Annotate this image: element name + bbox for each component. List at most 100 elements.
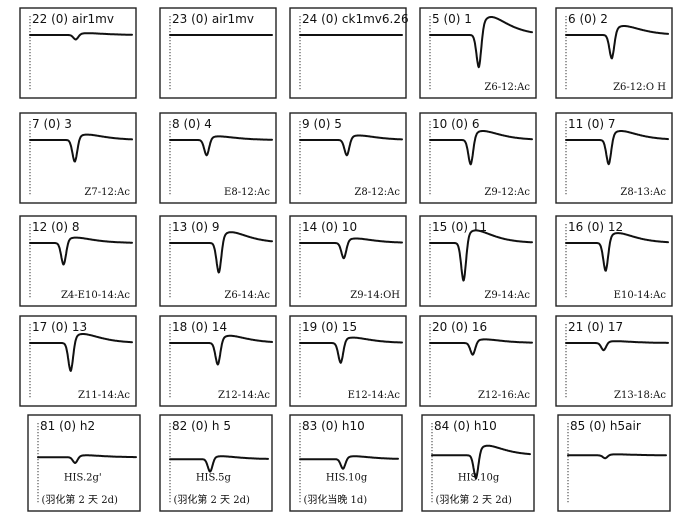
ead-panel: 16 (0) 12 E10-14:Ac: [555, 215, 673, 307]
ead-panel: 21 (0) 17 Z13-18:Ac: [555, 315, 673, 407]
ead-trace: [429, 229, 533, 282]
ead-panel: 7 (0) 3 Z7-12:Ac: [19, 112, 137, 204]
compound-label: Z7-12:Ac: [84, 187, 130, 198]
sample-note: (羽化第 2 天 2d): [41, 493, 118, 506]
ead-trace: [567, 453, 667, 460]
panel-header: 12 (0) 8: [32, 220, 80, 234]
compound-label: HIS.10g: [458, 472, 500, 483]
compound-label: Z12-16:Ac: [478, 390, 530, 401]
compound-label: E12-14:Ac: [348, 390, 401, 401]
ead-panel: 81 (0) h2 HIS.2g' (羽化第 2 天 2d): [27, 414, 141, 512]
panel-header: 6 (0) 2: [568, 12, 608, 26]
panel-header: 16 (0) 12: [568, 220, 623, 234]
panel-frame: [419, 7, 537, 99]
panel-frame: [289, 7, 407, 99]
ead-panel: 20 (0) 16 Z12-16:Ac: [419, 315, 537, 407]
panel-frame: [19, 112, 137, 204]
compound-label: Z8-13:Ac: [620, 187, 666, 198]
panel-frame: [289, 315, 407, 407]
panel-frame: [159, 215, 277, 307]
panel-header: 5 (0) 1: [432, 12, 472, 26]
panel-header: 8 (0) 4: [172, 117, 212, 131]
compound-label: HIS.10g: [326, 472, 368, 483]
compound-label: Z9-12:Ac: [484, 187, 530, 198]
panel-header: 7 (0) 3: [32, 117, 72, 131]
ead-trace: [299, 237, 403, 260]
panel-frame: [289, 215, 407, 307]
ead-panel: 9 (0) 5 Z8-12:Ac: [289, 112, 407, 204]
ead-trace: [29, 333, 133, 372]
ead-trace: [169, 135, 273, 157]
ead-trace: [29, 236, 133, 266]
ead-panel: 17 (0) 13 Z11-14:Ac: [19, 315, 137, 407]
panel-header: 83 (0) h10: [302, 419, 365, 433]
compound-label: Z9-14:Ac: [484, 290, 530, 301]
panel-header: 81 (0) h2: [40, 419, 95, 433]
ead-panel: 5 (0) 1 Z6-12:Ac: [419, 7, 537, 99]
panel-header: 84 (0) h10: [434, 419, 497, 433]
panel-frame: [159, 414, 273, 512]
ead-trace: [299, 455, 399, 470]
sample-note: (羽化第 2 天 2d): [173, 493, 250, 506]
ead-panel: 84 (0) h10 HIS.10g (羽化第 2 天 2d): [421, 414, 535, 512]
ead-panel: 24 (0) ck1mv6.26: [289, 7, 409, 99]
panel-header: 82 (0) h 5: [172, 419, 231, 433]
ead-panel: 18 (0) 14 Z12-14:Ac: [159, 315, 277, 407]
panel-header: 23 (0) air1mv: [172, 12, 254, 26]
panel-frame: [555, 112, 673, 204]
ead-panel: 85 (0) h5air: [557, 414, 671, 512]
ead-panel: 23 (0) air1mv: [159, 7, 277, 99]
panel-frame: [557, 414, 671, 512]
panel-frame: [555, 315, 673, 407]
panel-header: 21 (0) 17: [568, 320, 623, 334]
panel-frame: [159, 7, 277, 99]
panel-header: 9 (0) 5: [302, 117, 342, 131]
ead-trace: [29, 133, 133, 163]
ead-trace: [299, 134, 403, 157]
compound-label: E8-12:Ac: [224, 187, 270, 198]
panel-frame: [159, 112, 277, 204]
sample-note: (羽化第 2 天 2d): [435, 493, 512, 506]
compound-label: Z8-12:Ac: [354, 187, 400, 198]
ead-trace: [565, 25, 669, 60]
panel-header: 19 (0) 15: [302, 320, 357, 334]
panel-header: 24 (0) ck1mv6.26: [302, 12, 409, 26]
ead-panel: 82 (0) h 5 HIS.5g (羽化第 2 天 2d): [159, 414, 273, 512]
sample-note: (羽化当晚 1d): [303, 493, 367, 506]
ead-panel: 8 (0) 4 E8-12:Ac: [159, 112, 277, 204]
panel-header: 20 (0) 16: [432, 320, 487, 334]
ead-trace: [565, 130, 669, 166]
compound-label: E10-14:Ac: [614, 290, 667, 301]
panel-frame: [27, 414, 141, 512]
panel-header: 13 (0) 9: [172, 220, 220, 234]
panel-header: 22 (0) air1mv: [32, 12, 114, 26]
panel-header: 11 (0) 7: [568, 117, 616, 131]
ead-trace: [565, 340, 669, 352]
panel-header: 14 (0) 10: [302, 220, 357, 234]
panel-header: 17 (0) 13: [32, 320, 87, 334]
ead-trace: [565, 232, 669, 272]
ead-trace: [29, 32, 133, 41]
ead-panel: 83 (0) h10 HIS.10g (羽化当晚 1d): [289, 414, 403, 512]
compound-label: Z9-14:OH: [350, 290, 400, 301]
panel-header: 18 (0) 14: [172, 320, 227, 334]
compound-label: Z13-18:Ac: [614, 390, 666, 401]
ead-trace: [37, 454, 137, 464]
compound-label: Z6-14:Ac: [224, 290, 270, 301]
ead-panel: 12 (0) 8 Z4-E10-14:Ac: [19, 215, 137, 307]
compound-label: Z6-12:Ac: [484, 82, 530, 93]
compound-label: HIS.2g': [64, 472, 102, 483]
panel-frame: [19, 7, 137, 99]
ead-trace: [299, 336, 403, 364]
panel-frame: [19, 315, 137, 407]
ead-trace: [429, 130, 533, 166]
panel-frame: [19, 215, 137, 307]
ead-panel: 15 (0) 11 Z9-14:Ac: [419, 215, 537, 307]
ead-panel: 14 (0) 10 Z9-14:OH: [289, 215, 407, 307]
panel-header: 15 (0) 11: [432, 220, 487, 234]
panel-frame: [289, 112, 407, 204]
panel-header: 85 (0) h5air: [570, 419, 641, 433]
ead-panel: 22 (0) air1mv: [19, 7, 137, 99]
compound-label: Z12-14:Ac: [218, 390, 270, 401]
